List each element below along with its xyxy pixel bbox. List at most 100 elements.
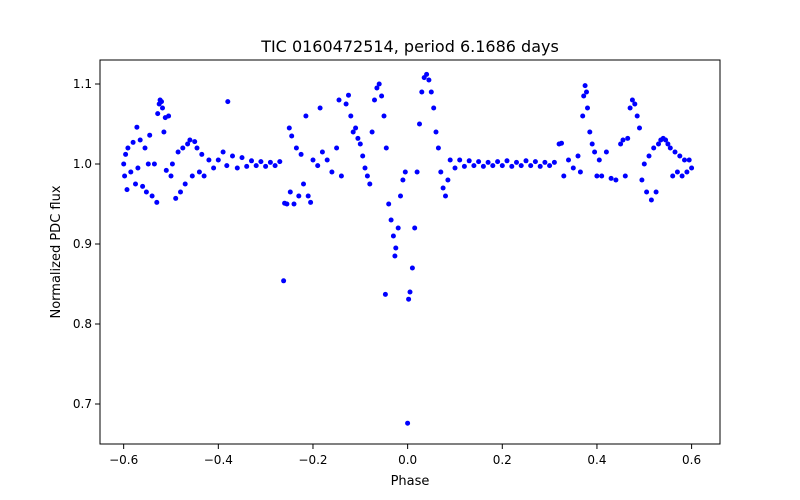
- data-point: [584, 89, 589, 95]
- plot-frame: [99, 59, 721, 445]
- data-point: [490, 163, 496, 169]
- data-point: [417, 121, 422, 127]
- data-point: [196, 169, 202, 175]
- data-point: [168, 173, 174, 179]
- data-point: [400, 177, 406, 183]
- data-point: [308, 199, 314, 205]
- data-point: [682, 157, 687, 163]
- data-point: [551, 159, 557, 165]
- data-point: [303, 113, 309, 119]
- y-tick-label: 0.7: [73, 397, 92, 411]
- data-point: [215, 157, 221, 163]
- data-point: [414, 169, 420, 175]
- data-point: [622, 173, 628, 179]
- data-point: [140, 183, 146, 189]
- data-point: [440, 185, 446, 191]
- data-point: [561, 173, 567, 179]
- data-point: [438, 169, 444, 175]
- x-tick-label: −0.6: [109, 453, 138, 467]
- data-point: [537, 163, 543, 169]
- data-point: [301, 181, 306, 187]
- data-point: [348, 113, 354, 119]
- data-point: [194, 145, 200, 151]
- data-point: [406, 296, 412, 302]
- data-point: [124, 187, 130, 193]
- data-point: [159, 99, 164, 105]
- data-point: [424, 71, 430, 77]
- data-point: [151, 161, 157, 167]
- data-point: [582, 83, 588, 89]
- data-point: [206, 157, 212, 163]
- data-point: [592, 149, 598, 155]
- data-point: [286, 125, 292, 131]
- data-point: [145, 161, 151, 167]
- data-point: [353, 125, 359, 131]
- data-point: [220, 149, 226, 155]
- data-point: [672, 149, 678, 155]
- y-axis-label: Normalized PDC flux: [49, 185, 64, 318]
- data-point: [142, 145, 148, 151]
- data-point: [603, 149, 609, 155]
- data-point: [293, 145, 299, 151]
- data-point: [504, 158, 510, 164]
- y-tick-label: 1.1: [73, 77, 92, 91]
- data-point: [637, 125, 642, 131]
- data-point: [587, 129, 593, 135]
- data-point: [390, 233, 396, 239]
- data-point: [225, 99, 231, 105]
- data-point: [155, 111, 161, 117]
- data-point: [461, 163, 467, 169]
- data-point: [154, 199, 160, 205]
- data-point: [175, 149, 181, 155]
- data-point: [514, 159, 519, 165]
- data-point: [577, 169, 583, 175]
- data-point: [249, 158, 254, 164]
- data-point: [224, 163, 230, 169]
- data-point: [457, 157, 463, 163]
- data-point: [613, 177, 619, 183]
- data-point: [485, 159, 491, 165]
- y-tick-label: 0.9: [73, 237, 92, 251]
- chart-title: TIC 0160472514, period 6.1686 days: [260, 37, 559, 56]
- data-point: [346, 92, 351, 98]
- data-point: [382, 291, 388, 297]
- data-point: [651, 145, 657, 151]
- data-point: [428, 89, 434, 95]
- data-point: [589, 141, 595, 147]
- data-point: [357, 141, 363, 147]
- data-point: [362, 165, 368, 171]
- data-point: [143, 189, 149, 195]
- data-point: [381, 113, 387, 119]
- data-point: [284, 201, 290, 207]
- x-axis-label: Phase: [391, 474, 430, 489]
- data-point: [581, 93, 587, 99]
- data-point: [433, 129, 439, 135]
- data-point: [528, 163, 534, 169]
- data-point: [199, 151, 205, 157]
- data-point: [644, 189, 650, 195]
- data-point: [409, 265, 415, 271]
- data-point: [395, 225, 401, 231]
- data-point: [296, 193, 302, 199]
- data-point: [523, 158, 529, 164]
- data-point: [277, 159, 283, 165]
- data-point: [310, 157, 316, 163]
- data-point: [160, 105, 165, 111]
- data-point: [480, 163, 486, 169]
- data-point: [392, 253, 398, 259]
- data-point: [596, 157, 602, 163]
- data-point: [211, 165, 217, 171]
- data-point: [189, 173, 195, 179]
- data-point: [329, 169, 335, 175]
- data-point: [402, 169, 408, 175]
- data-point: [405, 420, 411, 426]
- x-tick-label: 0.4: [587, 453, 606, 467]
- data-point: [684, 169, 690, 175]
- data-point: [319, 149, 325, 155]
- data-point: [627, 105, 633, 111]
- data-point: [646, 153, 652, 159]
- data-point: [272, 163, 278, 169]
- x-tick-label: 0.0: [398, 453, 417, 467]
- x-tick-label: 0.6: [682, 453, 701, 467]
